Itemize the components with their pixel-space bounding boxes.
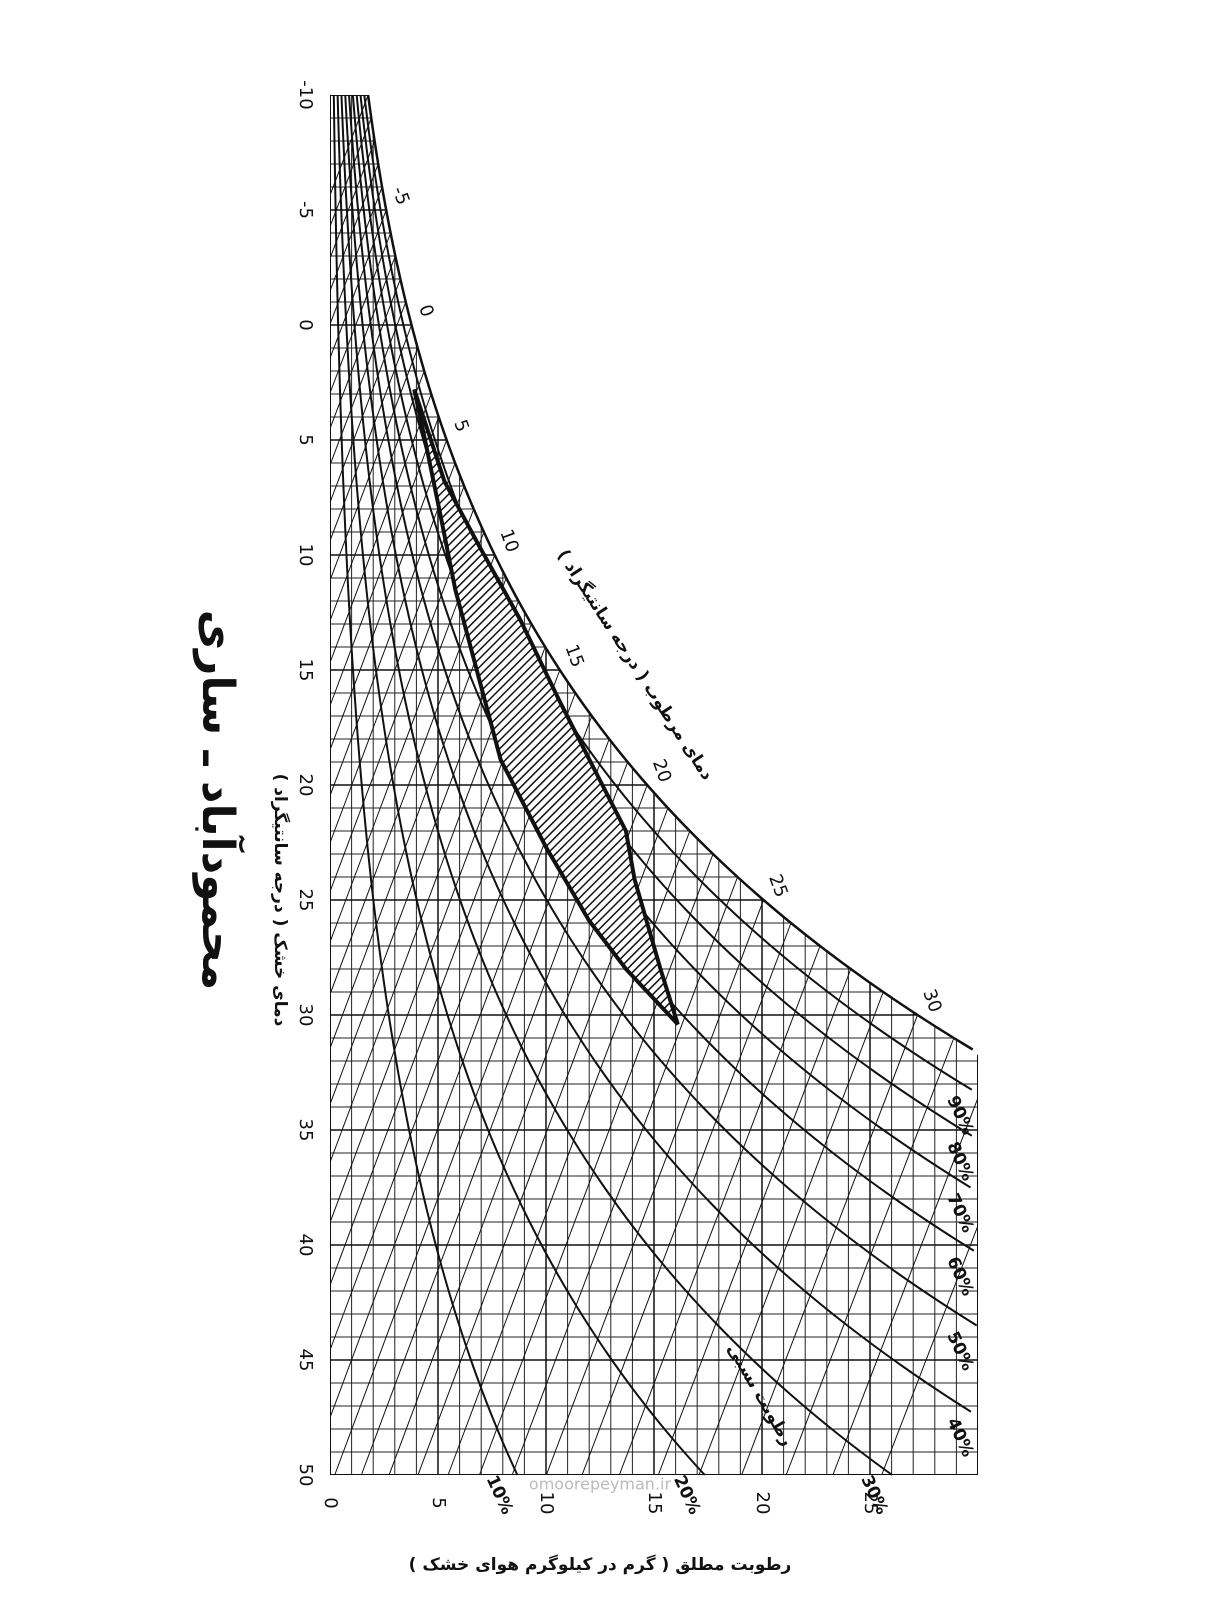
wet-bulb-line <box>657 968 852 1475</box>
relative-humidity-label: رطوبت نسبی <box>723 1340 798 1449</box>
y-tick-label: 10 <box>295 544 316 567</box>
x-tick-label: 15 <box>644 1492 665 1515</box>
saturation-curve <box>366 94 974 1051</box>
wet-bulb-line <box>618 945 821 1475</box>
wet-bulb-line <box>478 853 714 1475</box>
wet-bulb-line <box>832 1060 978 1475</box>
x-tick-label: 10 <box>536 1492 557 1515</box>
relative-humidity-label: 70% <box>942 1191 977 1236</box>
wet-bulb-line <box>881 1083 978 1475</box>
wet-bulb-line <box>545 899 765 1475</box>
relative-humidity-curve <box>355 94 972 1189</box>
relative-humidity-curve <box>340 94 893 1476</box>
x-tick-label: 0 <box>320 1497 341 1508</box>
y-tick-label: 5 <box>295 434 316 445</box>
wet-bulb-line <box>581 922 792 1475</box>
y-tick-label: 35 <box>295 1119 316 1142</box>
x-tick-label: 25 <box>860 1492 881 1515</box>
y-tick-label: 50 <box>295 1464 316 1487</box>
wet-bulb-line <box>330 370 425 622</box>
y-tick-label: 40 <box>295 1234 316 1257</box>
relative-humidity-label: 90% <box>942 1093 977 1138</box>
relative-humidity-curve <box>332 94 519 1476</box>
wet-bulb-line <box>330 508 475 892</box>
watermark: omoorepeyman.ir <box>529 1475 672 1494</box>
wet-bulb-line <box>330 439 448 751</box>
y-tick-label: -10 <box>295 80 316 109</box>
y-tick-label: 30 <box>295 1004 316 1027</box>
relative-humidity-label: 50% <box>942 1329 977 1374</box>
y-tick-label: -5 <box>295 201 316 219</box>
wet-bulb-tick-label: 5 <box>449 417 473 435</box>
wet-bulb-tick-label: 30 <box>918 986 946 1015</box>
wet-bulb-tick-label: 15 <box>560 641 588 670</box>
wet-bulb-line <box>330 416 440 706</box>
grid <box>330 95 978 1475</box>
wet-bulb-line <box>511 876 739 1475</box>
wet-bulb-line <box>330 462 456 796</box>
wet-bulb-line <box>741 1014 919 1475</box>
wet-bulb-tick-label: 10 <box>495 526 523 555</box>
relative-humidity-curve <box>344 94 972 1413</box>
relative-humidity-curve <box>336 94 706 1476</box>
y-tick-label: 20 <box>295 774 316 797</box>
wet-bulb-line <box>785 1037 955 1475</box>
x-tick-label: 20 <box>752 1492 773 1515</box>
relative-humidity-curve <box>351 94 975 1252</box>
relative-humidity-label: 10% <box>482 1472 517 1517</box>
relative-humidity-curve <box>348 94 978 1327</box>
wet-bulb-tick-label: 20 <box>648 756 676 785</box>
wet-bulb-tick-label: 0 <box>414 302 438 320</box>
relative-humidity-label: 20% <box>669 1472 704 1517</box>
chart-title: محمودآباد ـ ساری <box>192 610 246 990</box>
y-tick-label: 25 <box>295 889 316 912</box>
wet-bulb-tick-label: -5 <box>388 184 414 208</box>
wet-bulb-line <box>330 347 419 581</box>
y-tick-label: 0 <box>295 319 316 330</box>
x-tick-label: 5 <box>428 1497 449 1508</box>
wet-bulb-tick-label: 25 <box>764 871 792 900</box>
relative-humidity-label: 60% <box>942 1254 977 1299</box>
comfort-zone <box>412 388 680 1026</box>
wet-bulb-line <box>330 393 432 663</box>
x-axis-label: رطوبت مطلق ( گرم در کیلوگرم هوای خشک ) <box>409 1554 792 1575</box>
y-tick-label: 15 <box>295 659 316 682</box>
y-tick-label: 45 <box>295 1349 316 1372</box>
relative-humidity-label: 40% <box>942 1415 977 1460</box>
y-axis-label: دمای خشک ( درجه سانتیگراد ) <box>270 774 291 1027</box>
wet-bulb-line <box>698 991 884 1475</box>
